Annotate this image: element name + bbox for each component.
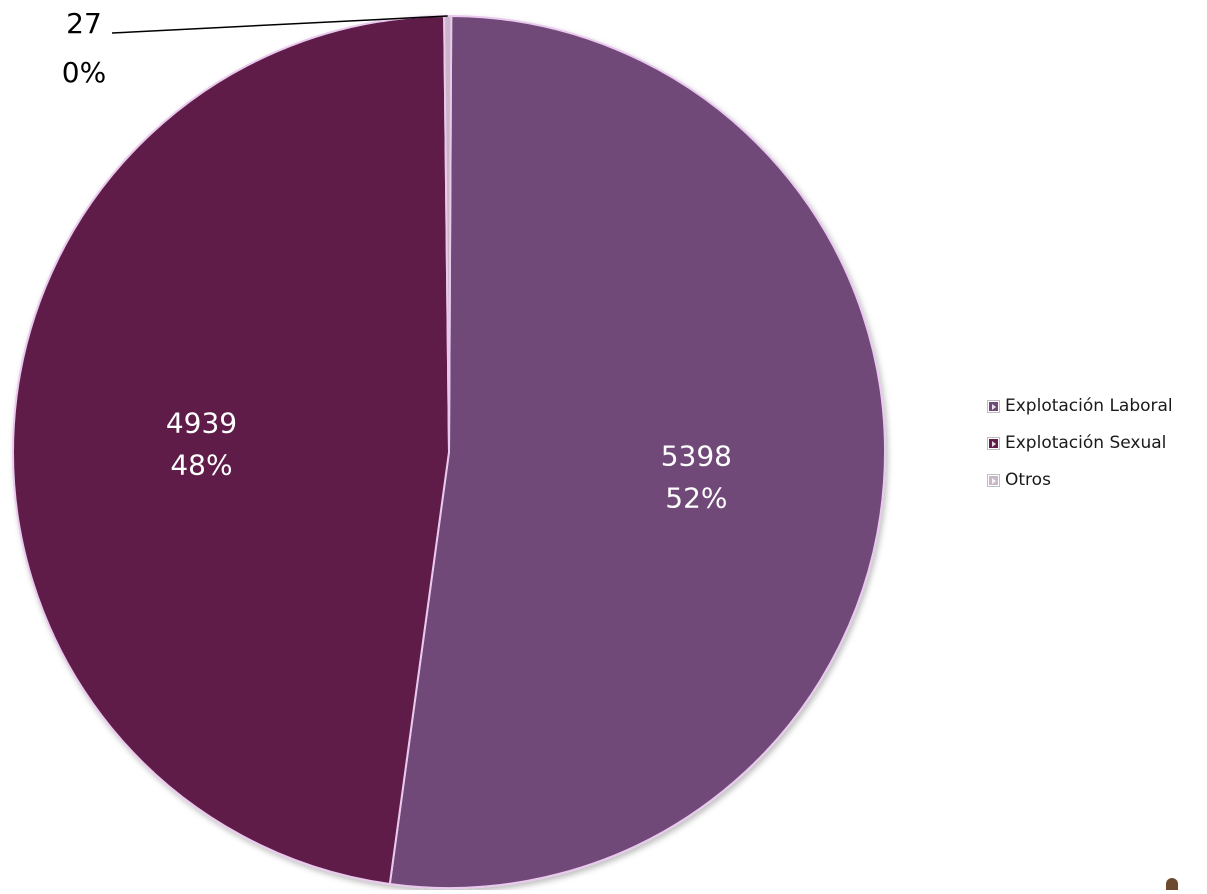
legend-label-explotacion-sexual: Explotación Sexual <box>1005 433 1167 453</box>
legend-swatch-explotacion-sexual <box>988 437 999 449</box>
legend-label-explotacion-laboral: Explotación Laboral <box>1005 396 1173 416</box>
leader-line-otros <box>111 15 448 34</box>
pie-slice-explotacion-laboral <box>388 14 886 889</box>
data-label-value-explotacion-sexual: 4939 <box>166 407 237 440</box>
legend-label-otros: Otros <box>1005 470 1051 490</box>
data-label-value-explotacion-laboral: 5398 <box>661 440 732 473</box>
pie-slice-explotacion-sexual <box>12 15 451 886</box>
data-label-percent-explotacion-laboral: 52% <box>665 482 727 515</box>
legend-swatch-explotacion-laboral <box>988 400 999 412</box>
pie-data-labels: 5398 52% 4939 48% 27 0% <box>62 7 732 515</box>
pie-slices <box>12 14 886 889</box>
data-label-value-otros: 27 <box>66 7 102 40</box>
chart-legend: Explotación Laboral Explotación Sexual O… <box>988 396 1173 507</box>
data-label-percent-otros: 0% <box>62 56 106 89</box>
legend-item-explotacion-laboral: Explotación Laboral <box>988 396 1173 416</box>
legend-swatch-otros <box>988 474 999 486</box>
data-label-percent-explotacion-sexual: 48% <box>170 449 232 482</box>
legend-item-explotacion-sexual: Explotación Sexual <box>988 433 1173 453</box>
legend-item-otros: Otros <box>988 470 1173 490</box>
logo-fragment-icon <box>1166 878 1178 890</box>
